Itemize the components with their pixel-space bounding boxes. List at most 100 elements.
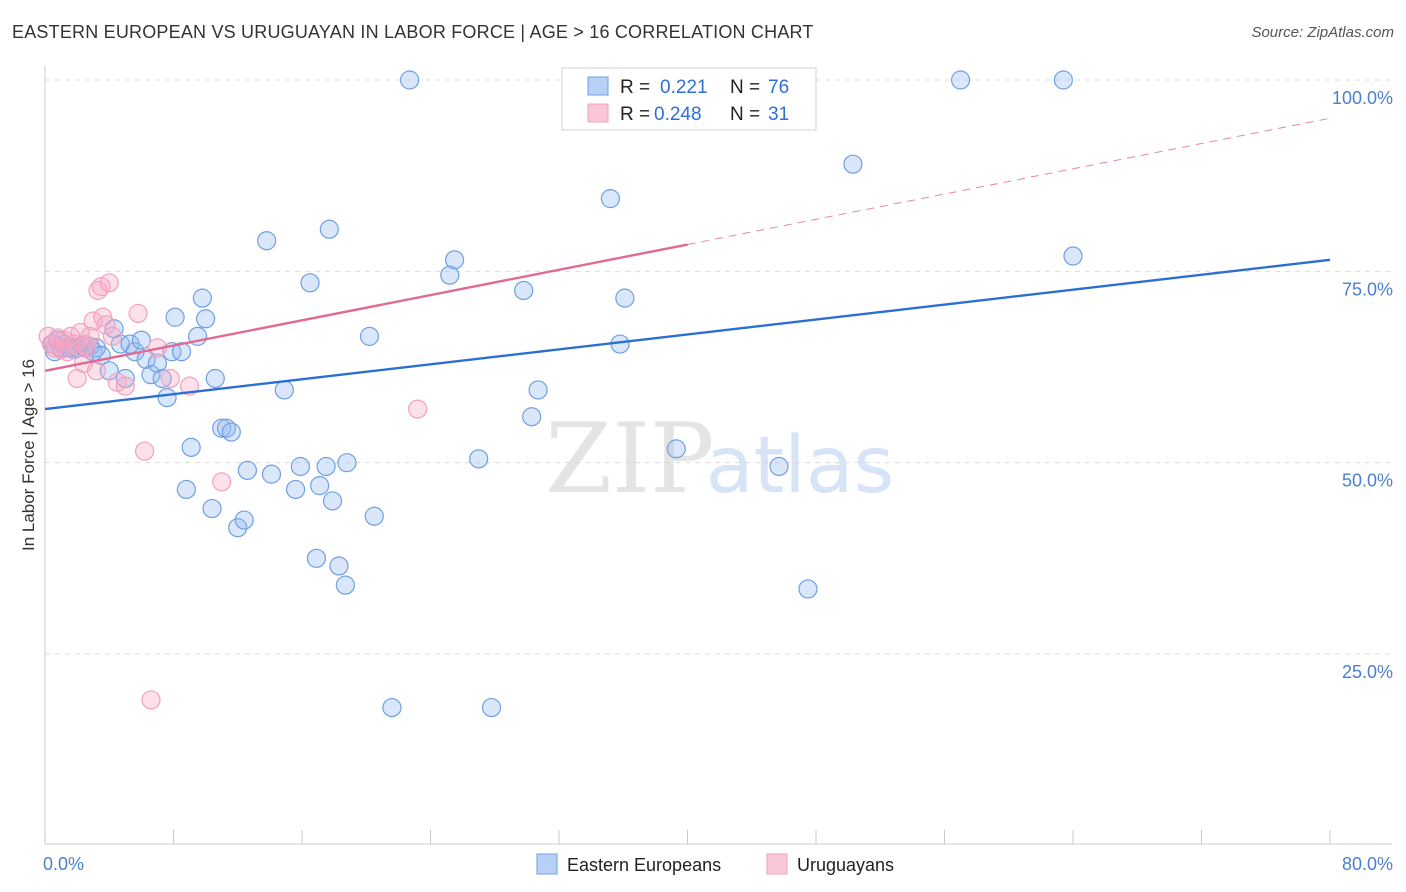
bottom-legend-swatch-eastern-europeans — [536, 853, 558, 875]
eastern-europeans-point-22 — [141, 365, 161, 385]
legend-swatch-eastern-europeans — [587, 76, 609, 96]
uruguayans-point-20 — [96, 315, 116, 335]
eastern-europeans-point-38 — [221, 422, 241, 442]
uruguayans-point-32 — [408, 399, 428, 419]
eastern-europeans-point-49 — [310, 476, 330, 496]
uruguayans-point-14 — [80, 326, 100, 346]
eastern-europeans-point-52 — [322, 491, 343, 511]
eastern-europeans-point-43 — [261, 464, 282, 484]
uruguayans-point-27 — [141, 690, 161, 710]
eastern-europeans-point-60 — [440, 265, 460, 285]
eastern-europeans-point-34 — [202, 498, 222, 519]
legend-r-label-1: R = — [620, 77, 650, 98]
bottom-legend: Eastern Europeans Uruguayans — [536, 853, 894, 875]
uruguayans-point-15 — [83, 311, 103, 331]
y-tick-label-3: 100.0% — [1332, 88, 1393, 108]
eastern-europeans-point-65 — [522, 407, 542, 427]
eastern-europeans-point-42 — [257, 231, 277, 251]
eastern-europeans-point-51 — [319, 219, 339, 239]
bottom-legend-swatch-uruguayans — [766, 853, 788, 875]
eastern-europeans-point-71 — [769, 456, 789, 477]
axes — [44, 66, 1392, 845]
data-points — [38, 70, 1083, 718]
trend-lines — [44, 117, 1331, 411]
eastern-europeans-point-58 — [382, 697, 402, 718]
eastern-europeans-point-69 — [615, 288, 635, 308]
uruguayans-point-25 — [128, 303, 148, 324]
legend: R = 0.221 N = 76 R = 0.248 N = 31 — [561, 67, 817, 131]
eastern-europeans-point-70 — [666, 439, 686, 459]
eastern-europeans-point-23 — [147, 353, 168, 373]
eastern-europeans-point-73 — [843, 154, 863, 174]
legend-n-label-2: N = — [730, 104, 760, 125]
eastern-europeans-point-30 — [181, 437, 201, 457]
legend-r-label-2: R = — [620, 104, 650, 125]
legend-n-value-1: 76 — [768, 77, 789, 98]
eastern-europeans-point-33 — [196, 309, 216, 329]
eastern-europeans-point-29 — [176, 479, 196, 500]
y-tick-label-2: 75.0% — [1342, 279, 1393, 299]
uruguayans-point-6 — [57, 342, 78, 362]
eastern-europeans-point-41 — [237, 460, 257, 480]
eastern-europeans-point-72 — [798, 579, 818, 599]
y-tick-label-1: 50.0% — [1342, 471, 1393, 491]
chart-title: EASTERN EUROPEAN VS URUGUAYAN IN LABOR F… — [12, 22, 814, 42]
watermark-zip: ZIP — [545, 403, 714, 515]
legend-n-label-1: N = — [730, 77, 760, 98]
eastern-europeans-point-47 — [300, 273, 320, 293]
eastern-europeans-point-36 — [212, 418, 232, 438]
eastern-europeans-point-63 — [481, 697, 502, 718]
bottom-legend-label-eastern-europeans: Eastern Europeans — [567, 855, 721, 875]
x-tick-label-0: 0.0% — [43, 854, 84, 874]
eastern-europeans-point-74 — [950, 70, 971, 90]
eastern-europeans-point-54 — [335, 575, 355, 595]
watermark: ZIP atlas — [545, 403, 894, 515]
watermark-atlas: atlas — [706, 421, 895, 511]
uruguayans-point-24 — [115, 376, 135, 396]
eastern-europeans-point-75 — [1053, 70, 1073, 90]
eastern-europeans-point-55 — [337, 453, 357, 473]
legend-swatch-uruguayans — [587, 103, 609, 123]
uruguayans-point-22 — [102, 326, 123, 346]
uruguayans-trend-line — [44, 243, 688, 373]
eastern-europeans-point-28 — [171, 342, 192, 362]
uruguayans-point-13 — [77, 338, 97, 358]
eastern-europeans-point-56 — [359, 326, 380, 346]
x-tick-labels: 0.0% 80.0% — [43, 854, 1393, 874]
eastern-europeans-point-44 — [274, 380, 294, 400]
legend-r-value-2: 0.248 — [654, 104, 702, 125]
uruguayans-point-31 — [212, 472, 232, 492]
eastern-europeans-point-61 — [444, 250, 465, 270]
eastern-europeans-point-40 — [234, 510, 254, 530]
x-tick-label-1: 80.0% — [1342, 854, 1393, 874]
bottom-legend-label-uruguayans: Uruguayans — [797, 855, 894, 875]
eastern-europeans-point-46 — [290, 456, 310, 477]
legend-r-value-1: 0.221 — [660, 77, 708, 98]
eastern-europeans-point-20 — [131, 330, 151, 350]
eastern-europeans-point-39 — [228, 518, 248, 538]
eastern-europeans-point-67 — [600, 189, 621, 209]
eastern-europeans-point-27 — [165, 307, 185, 327]
eastern-europeans-point-24 — [152, 368, 172, 389]
eastern-europeans-point-59 — [400, 70, 420, 90]
y-tick-label-0: 25.0% — [1342, 662, 1393, 682]
eastern-europeans-point-50 — [316, 456, 336, 477]
uruguayans-point-29 — [160, 368, 180, 389]
eastern-europeans-point-57 — [364, 506, 384, 526]
eastern-europeans-point-32 — [192, 288, 213, 308]
legend-n-value-2: 31 — [768, 104, 789, 125]
eastern-europeans-point-62 — [469, 449, 489, 469]
uruguayans-trend-line-extension — [687, 117, 1331, 246]
grid-lines — [45, 79, 1392, 655]
eastern-europeans-point-66 — [528, 380, 548, 400]
y-axis-title: In Labor Force | Age > 16 — [19, 359, 38, 551]
source-label: Source: ZipAtlas.com — [1251, 24, 1394, 41]
eastern-europeans-trend-line — [44, 258, 1331, 411]
eastern-europeans-point-48 — [306, 548, 327, 568]
uruguayans-point-26 — [134, 441, 155, 461]
uruguayans-point-21 — [99, 273, 119, 293]
uruguayans-point-8 — [64, 334, 84, 354]
y-tick-labels: 25.0% 50.0% 75.0% 100.0% — [1332, 88, 1393, 682]
